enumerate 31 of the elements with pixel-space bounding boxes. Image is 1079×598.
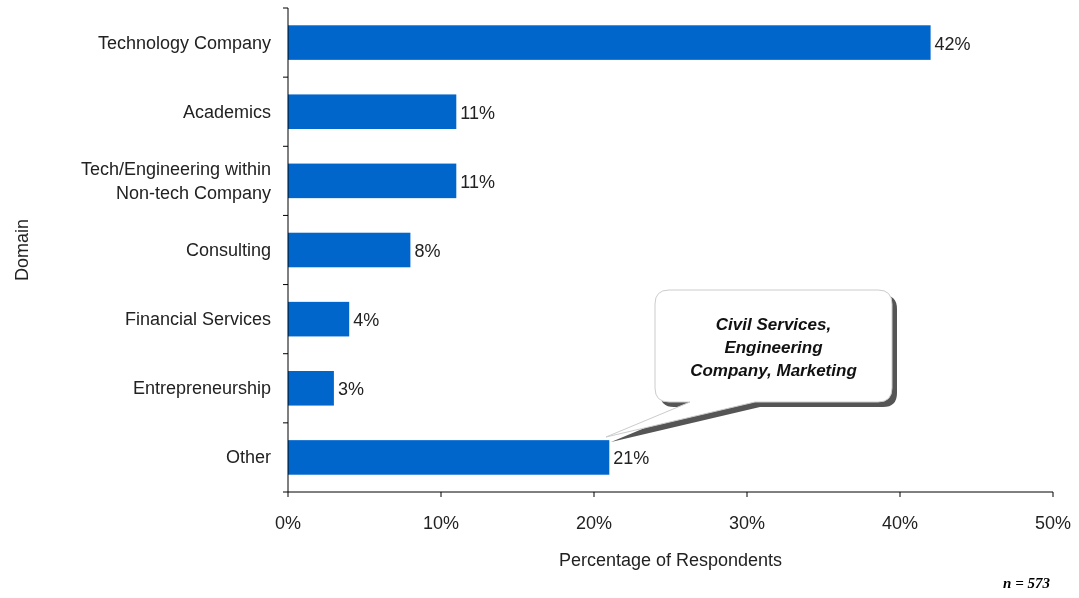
bar <box>288 94 457 129</box>
y-axis-title: Domain <box>12 218 32 282</box>
annotation: Civil Services, Engineering Company, Marketing <box>690 315 858 380</box>
x-tick-label: 40% <box>881 513 919 533</box>
data-label: 4% <box>353 310 380 331</box>
y-tick-label: Academics <box>182 101 271 122</box>
data-label: 8% <box>414 241 441 261</box>
y-tick-label: Entrepreneurship <box>132 378 271 399</box>
x-tick-label: 30% <box>728 513 766 533</box>
text: n = 573 <box>1003 575 1051 591</box>
x-tick-label: 20% <box>575 513 613 533</box>
data-label: 3% <box>337 379 364 400</box>
data-label: 11% <box>460 171 495 192</box>
bar <box>288 25 931 60</box>
bar <box>288 440 610 475</box>
y-tick-label: Technology Company <box>97 32 271 53</box>
x-tick-label: 50% <box>1034 513 1072 533</box>
bar <box>288 371 334 406</box>
y-tick-label: Tech/Engineering within Non-tech Company <box>80 158 271 203</box>
bar <box>288 301 350 337</box>
x-axis-title: Percentage of Respondents <box>558 550 783 570</box>
y-tick-label: Consulting <box>185 240 271 260</box>
data-label: 21% <box>613 448 650 469</box>
data-label: 42% <box>934 33 971 54</box>
data-label: 11% <box>460 102 495 123</box>
bar <box>288 232 411 268</box>
bar <box>288 163 457 199</box>
y-tick-label: Financial Services <box>124 309 271 330</box>
x-tick-label: 0% <box>274 513 302 533</box>
x-tick-label: 10% <box>422 513 460 533</box>
y-tick-label: Other <box>225 447 271 468</box>
